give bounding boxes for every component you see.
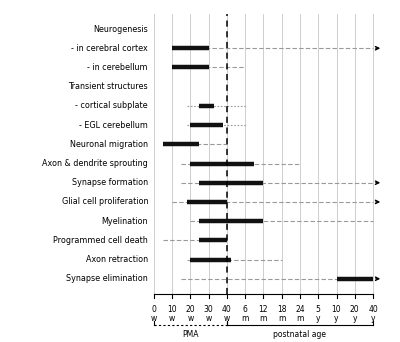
Text: 6: 6 [243,305,248,314]
Text: m: m [260,314,267,323]
Text: 12: 12 [259,305,268,314]
Text: y: y [352,314,357,323]
Text: Axon retraction: Axon retraction [86,255,148,264]
Text: Synapse formation: Synapse formation [72,178,148,187]
Text: m: m [242,314,249,323]
Text: 40: 40 [222,305,232,314]
Text: Neuronal migration: Neuronal migration [70,140,148,149]
Text: 0: 0 [151,305,156,314]
Text: 10: 10 [167,305,177,314]
Text: y: y [371,314,375,323]
Text: w: w [224,314,230,323]
Text: postnatal age: postnatal age [274,330,326,339]
Text: w: w [206,314,212,323]
Text: 5: 5 [316,305,321,314]
Text: PMA: PMA [182,330,199,339]
Text: Synapse elimination: Synapse elimination [66,274,148,283]
Text: 20: 20 [350,305,360,314]
Text: - in cerebral cortex: - in cerebral cortex [66,44,148,53]
Text: y: y [334,314,339,323]
Text: - EGL cerebellum: - EGL cerebellum [74,121,148,130]
Text: w: w [151,314,157,323]
Text: y: y [316,314,320,323]
Text: 24: 24 [295,305,305,314]
Text: Axon & dendrite sprouting: Axon & dendrite sprouting [42,159,148,168]
Text: Neurogenesis: Neurogenesis [93,25,148,34]
Text: Myelination: Myelination [102,216,148,226]
Text: 20: 20 [186,305,195,314]
Text: - in cerebellum: - in cerebellum [82,63,148,72]
Text: 18: 18 [277,305,286,314]
Text: - cortical subplate: - cortical subplate [70,101,148,110]
Text: Programmed cell death: Programmed cell death [53,236,148,245]
Text: m: m [296,314,304,323]
Text: Glial cell proliferation: Glial cell proliferation [62,197,148,207]
Text: w: w [169,314,175,323]
Text: m: m [278,314,285,323]
Text: w: w [187,314,194,323]
Text: 40: 40 [368,305,378,314]
Text: 10: 10 [332,305,341,314]
Text: 30: 30 [204,305,214,314]
Text: Transient structures: Transient structures [68,82,148,91]
